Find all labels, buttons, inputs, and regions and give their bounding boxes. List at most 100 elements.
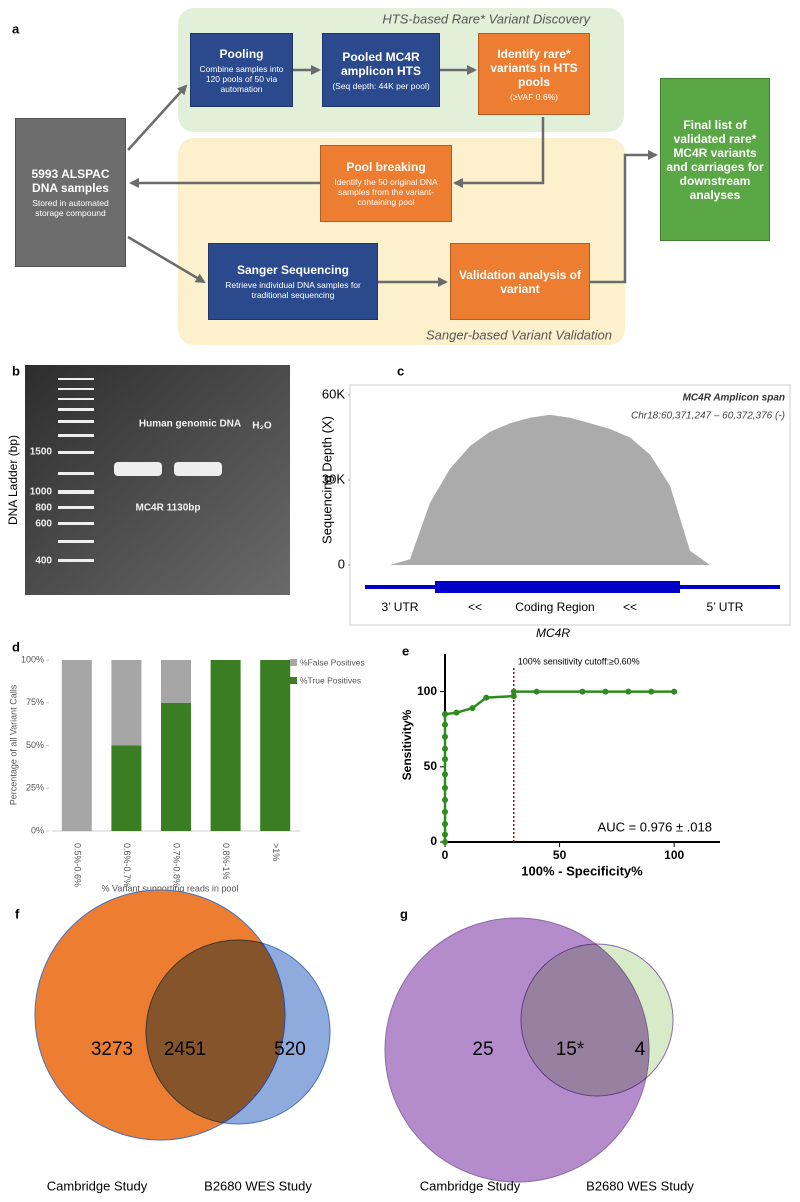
cutoff-label: 100% sensitivity cutoff:≥0.60% <box>518 656 640 666</box>
flow-node: Pool breaking Identify the 50 original DN… <box>320 145 452 222</box>
band <box>58 398 94 400</box>
band <box>58 540 94 543</box>
sample-band <box>114 462 162 476</box>
panel-label: f <box>15 906 20 921</box>
band <box>58 408 94 411</box>
x-tick-label: 50 <box>553 848 567 862</box>
y-tick-label: 50 <box>424 759 438 773</box>
venn-label: Cambridge Study <box>47 1178 148 1193</box>
band <box>58 378 94 380</box>
gene-label: MC4R <box>536 626 570 640</box>
node-title: Identify rare* variants in HTS pools <box>490 46 578 89</box>
y-tick-label: 0 <box>338 556 345 571</box>
coverage-area <box>350 414 790 565</box>
roc-point <box>453 709 460 716</box>
roc-point <box>442 721 448 728</box>
ladder-label: 400 <box>35 556 52 567</box>
flow-node: Identify rare* variants in HTS pools (≥VA… <box>478 33 590 115</box>
x-tick-label: 0 <box>442 848 449 862</box>
bar <box>260 660 291 831</box>
y-tick-label: 100% <box>21 654 44 664</box>
coverage-frame <box>349 384 791 626</box>
y-tick-label: 50% <box>26 740 44 750</box>
y-axis-label: Sensitivity% <box>400 709 414 780</box>
node-text: (≥VAF 0.6%) <box>510 91 558 102</box>
track-label: 5’ UTR <box>707 600 744 614</box>
node-text: Identify the 50 original DNA samples fro… <box>334 177 438 207</box>
flow-node: Final list of validated rare* MC4R varia… <box>660 78 770 241</box>
sample-band <box>174 462 222 476</box>
y-tick-label: 0 <box>430 834 437 848</box>
y-tick-label: 75% <box>26 697 44 707</box>
roc-point <box>442 733 448 740</box>
venn-count: 15* <box>556 1039 585 1060</box>
arrow <box>127 84 188 151</box>
roc-point <box>442 711 448 718</box>
y-axis-label: Sequencing Depth (X) <box>319 416 334 544</box>
ladder-label: 1500 <box>30 447 53 458</box>
bar <box>111 660 142 746</box>
node-text: Combine samples into 120 pools of 50 via… <box>199 63 284 94</box>
flow-node: Validation analysis of variant <box>450 243 590 320</box>
band <box>58 506 94 509</box>
bar <box>161 702 191 831</box>
ladder-bands <box>58 378 222 562</box>
roc-point <box>483 694 490 701</box>
ladder-label: 600 <box>35 519 52 530</box>
roc-point <box>533 688 540 695</box>
venn-label: Cambridge Study <box>420 1178 521 1193</box>
track-label: Coding Region <box>515 600 594 614</box>
band <box>58 451 94 454</box>
gel-y-label: DNA Ladder (bp) <box>6 435 20 525</box>
node-title: Validation analysis of variant <box>458 267 582 296</box>
y-tick-label: 30K <box>322 471 345 486</box>
roc-point <box>469 705 476 712</box>
annotation: Chr18:60,371,247 – 60,372,376 (-) <box>631 411 785 422</box>
legend-swatch <box>290 659 297 666</box>
x-tick-label: 0.6%-0.7% <box>122 843 132 887</box>
node-title: 5993 ALSPAC DNA samples <box>31 167 110 195</box>
bar <box>61 660 92 831</box>
panel-label: d <box>12 639 20 654</box>
roc-point <box>510 693 517 700</box>
ladder-label: 800 <box>35 503 52 514</box>
node-text: (Seq depth: 44K per pool) <box>332 80 430 91</box>
x-tick-label: 100 <box>664 848 684 862</box>
track-label: << <box>623 600 637 614</box>
roc-point <box>442 756 448 763</box>
venn-label: B2680 WES Study <box>204 1178 312 1193</box>
bar <box>210 660 241 831</box>
roc-point <box>442 771 448 778</box>
ladder-label: 1000 <box>30 487 53 498</box>
bar <box>161 660 191 703</box>
arrow <box>127 235 206 284</box>
gel-image <box>25 365 290 595</box>
band <box>58 472 94 475</box>
venn-count: 2451 <box>164 1039 206 1060</box>
roc-point <box>671 688 678 695</box>
band <box>58 434 94 437</box>
gel-label: Human genomic DNA <box>139 419 241 430</box>
roc-point <box>442 784 448 791</box>
node-title: Pooling <box>219 46 264 61</box>
auc-annotation: AUC = 0.976 ± .018 <box>598 819 712 834</box>
venn-circle <box>145 939 331 1125</box>
bar <box>111 745 142 831</box>
coding-region <box>435 581 680 593</box>
validation-title: Sanger-based Variant Validation <box>426 327 612 342</box>
legend-label: %True Positives <box>300 675 361 685</box>
band <box>58 490 94 494</box>
y-tick-label: 100 <box>417 684 437 698</box>
gel-label: H₂O <box>252 421 272 432</box>
band <box>58 559 94 562</box>
arrow <box>453 117 545 188</box>
x-tick-label: 0.5%-0.6% <box>72 843 82 887</box>
panel-label: c <box>397 363 404 378</box>
venn-count: 3273 <box>91 1039 133 1060</box>
track-label: << <box>468 600 482 614</box>
panel-label: e <box>402 643 409 658</box>
roc-point <box>442 839 448 845</box>
node-title: Sanger Sequencing <box>236 263 350 277</box>
y-tick-label: 60K <box>322 386 345 401</box>
